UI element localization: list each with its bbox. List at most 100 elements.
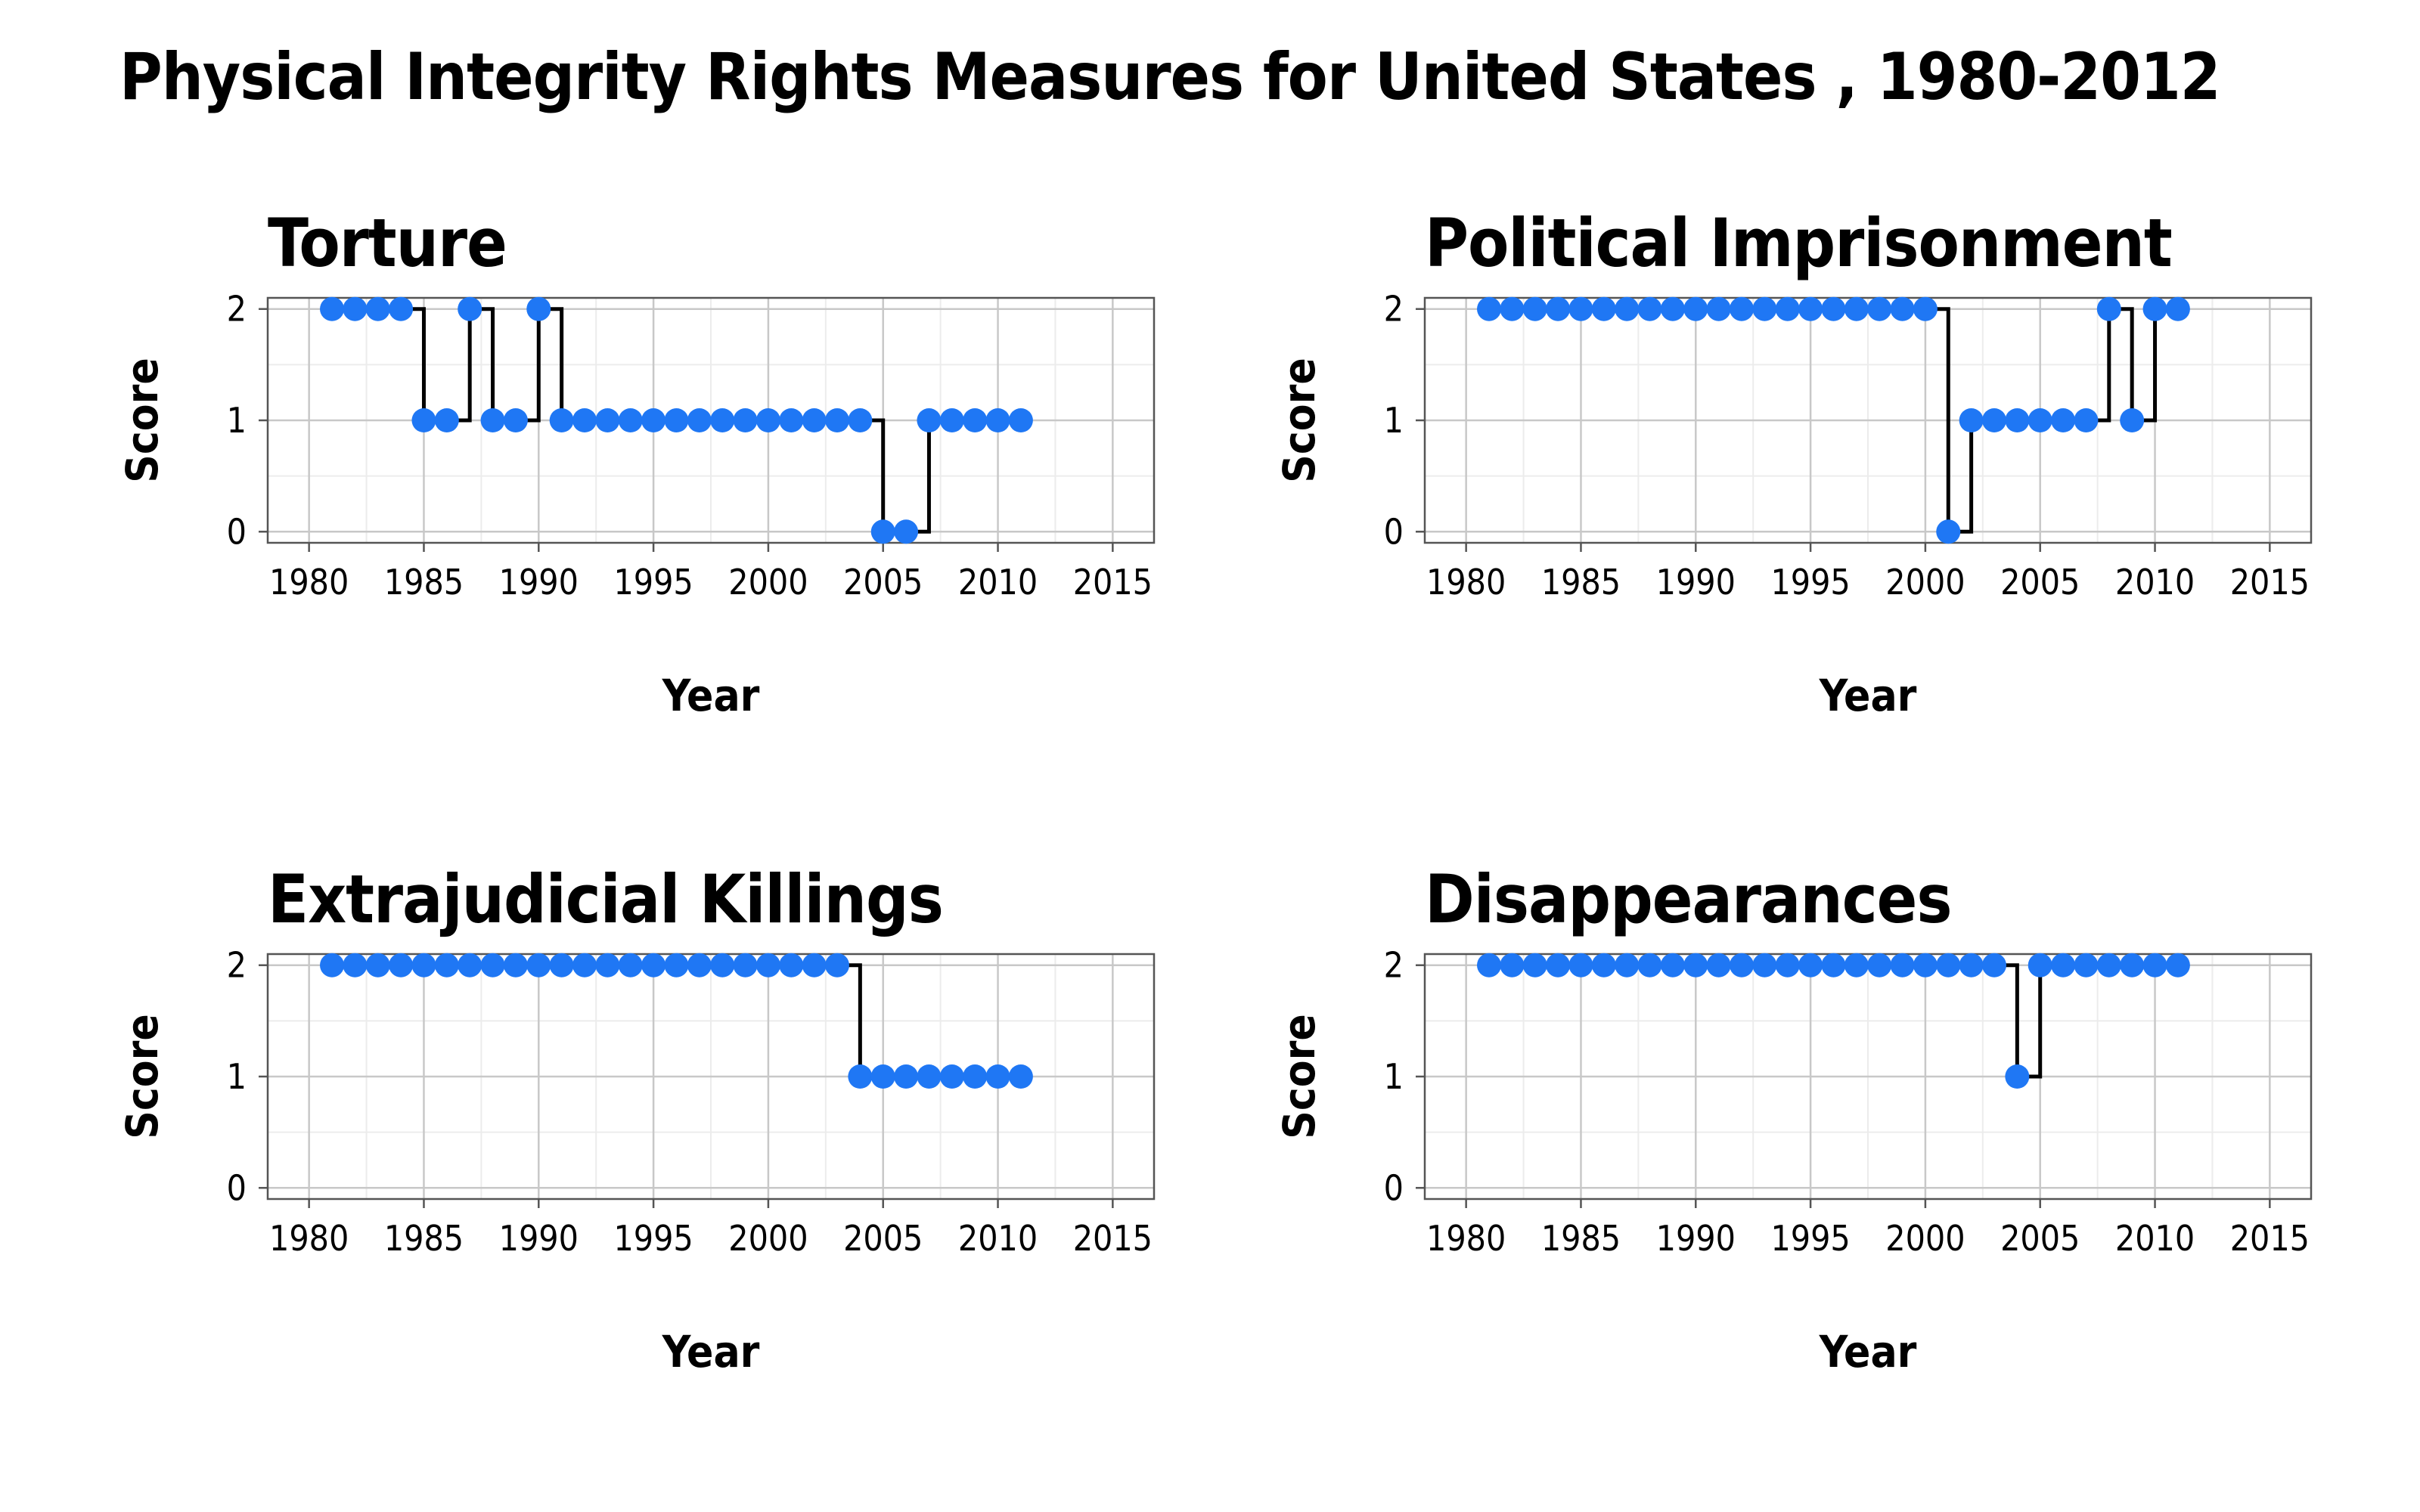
data-point (939, 1064, 964, 1089)
data-point (917, 408, 942, 432)
x-tick-label: 2005 (2000, 1218, 2080, 1259)
data-point (1522, 296, 1547, 321)
data-point (320, 953, 345, 978)
data-point (458, 953, 482, 978)
data-point (641, 953, 666, 978)
x-tick-label: 1980 (1426, 562, 1506, 603)
data-point (1568, 296, 1593, 321)
y-tick-label: 2 (1384, 945, 1404, 986)
data-point (1615, 953, 1640, 978)
data-point (733, 408, 758, 432)
data-point (595, 408, 620, 432)
data-point (2005, 408, 2030, 432)
y-axis-label: Score (1274, 358, 1325, 483)
data-point (1591, 296, 1616, 321)
x-tick-label: 2010 (2115, 1218, 2195, 1259)
y-axis-label: Score (116, 1014, 168, 1139)
data-point (572, 408, 597, 432)
data-point (824, 408, 849, 432)
data-point (1890, 296, 1915, 321)
data-point (985, 1064, 1010, 1089)
data-point (755, 408, 780, 432)
data-point (549, 953, 574, 978)
data-point (1752, 953, 1777, 978)
data-point (1615, 296, 1640, 321)
data-point (1706, 953, 1731, 978)
x-tick-label: 2015 (2230, 1218, 2310, 1259)
data-point (1637, 953, 1662, 978)
x-axis-label: Year (1819, 670, 1917, 721)
data-point (1730, 953, 1754, 978)
data-point (2028, 408, 2052, 432)
data-point (2074, 408, 2099, 432)
x-tick-label: 2010 (958, 1218, 1038, 1259)
x-tick-label: 2005 (2000, 562, 2080, 603)
data-point (985, 408, 1010, 432)
data-point (343, 953, 368, 978)
data-point (389, 953, 414, 978)
data-point (779, 408, 804, 432)
data-point (2051, 953, 2076, 978)
data-point (2005, 1064, 2030, 1089)
data-point (963, 1064, 988, 1089)
data-point (365, 296, 390, 321)
x-tick-label: 1980 (1426, 1218, 1506, 1259)
data-point (664, 408, 689, 432)
data-point (618, 408, 643, 432)
data-point (1981, 408, 2006, 432)
y-tick-label: 0 (1384, 511, 1404, 552)
data-point (1706, 296, 1731, 321)
data-point (1844, 953, 1869, 978)
data-point (1936, 953, 1961, 978)
data-point (917, 1064, 942, 1089)
data-point (894, 519, 919, 544)
data-point (526, 296, 551, 321)
data-point (710, 953, 735, 978)
page-title: Physical Integrity Rights Measures for U… (119, 39, 2221, 115)
data-point (687, 953, 712, 978)
data-point (1913, 953, 1938, 978)
data-point (1683, 296, 1708, 321)
x-tick-label: 1995 (613, 1218, 693, 1259)
data-point (1008, 1064, 1033, 1089)
x-tick-label: 2005 (843, 562, 923, 603)
x-tick-label: 2005 (843, 1218, 923, 1259)
data-point (365, 953, 390, 978)
data-point (1730, 296, 1754, 321)
data-point (1477, 296, 1502, 321)
data-point (1637, 296, 1662, 321)
data-point (963, 408, 988, 432)
x-tick-label: 1990 (499, 562, 579, 603)
y-tick-label: 1 (227, 1056, 247, 1097)
data-point (779, 953, 804, 978)
y-tick-label: 1 (1384, 400, 1404, 441)
data-point (1683, 953, 1708, 978)
data-point (1959, 408, 1984, 432)
data-point (2096, 296, 2121, 321)
data-point (1936, 519, 1961, 544)
x-tick-label: 1980 (269, 562, 349, 603)
x-tick-label: 2015 (1073, 1218, 1153, 1259)
x-axis-label: Year (662, 670, 760, 721)
data-point (870, 519, 895, 544)
data-point (1660, 296, 1685, 321)
data-point (710, 408, 735, 432)
y-tick-label: 1 (227, 400, 247, 441)
data-point (2051, 408, 2076, 432)
data-point (2165, 953, 2190, 978)
data-point (1821, 953, 1846, 978)
y-tick-label: 2 (227, 289, 247, 330)
data-point (894, 1064, 919, 1089)
panel-2: 1980 1985 1990 1995 2000 2005 2010 2015 0 1 2 Polit… (1274, 204, 2313, 721)
panel-title: Torture (268, 204, 507, 282)
y-axis-label: Score (1274, 1014, 1325, 1139)
data-point (2028, 953, 2052, 978)
x-tick-label: 1990 (1656, 1218, 1736, 1259)
x-tick-label: 1990 (499, 1218, 579, 1259)
y-tick-label: 0 (227, 511, 247, 552)
x-tick-label: 2010 (958, 562, 1038, 603)
y-tick-label: 2 (1384, 289, 1404, 330)
data-point (1008, 408, 1033, 432)
data-point (572, 953, 597, 978)
